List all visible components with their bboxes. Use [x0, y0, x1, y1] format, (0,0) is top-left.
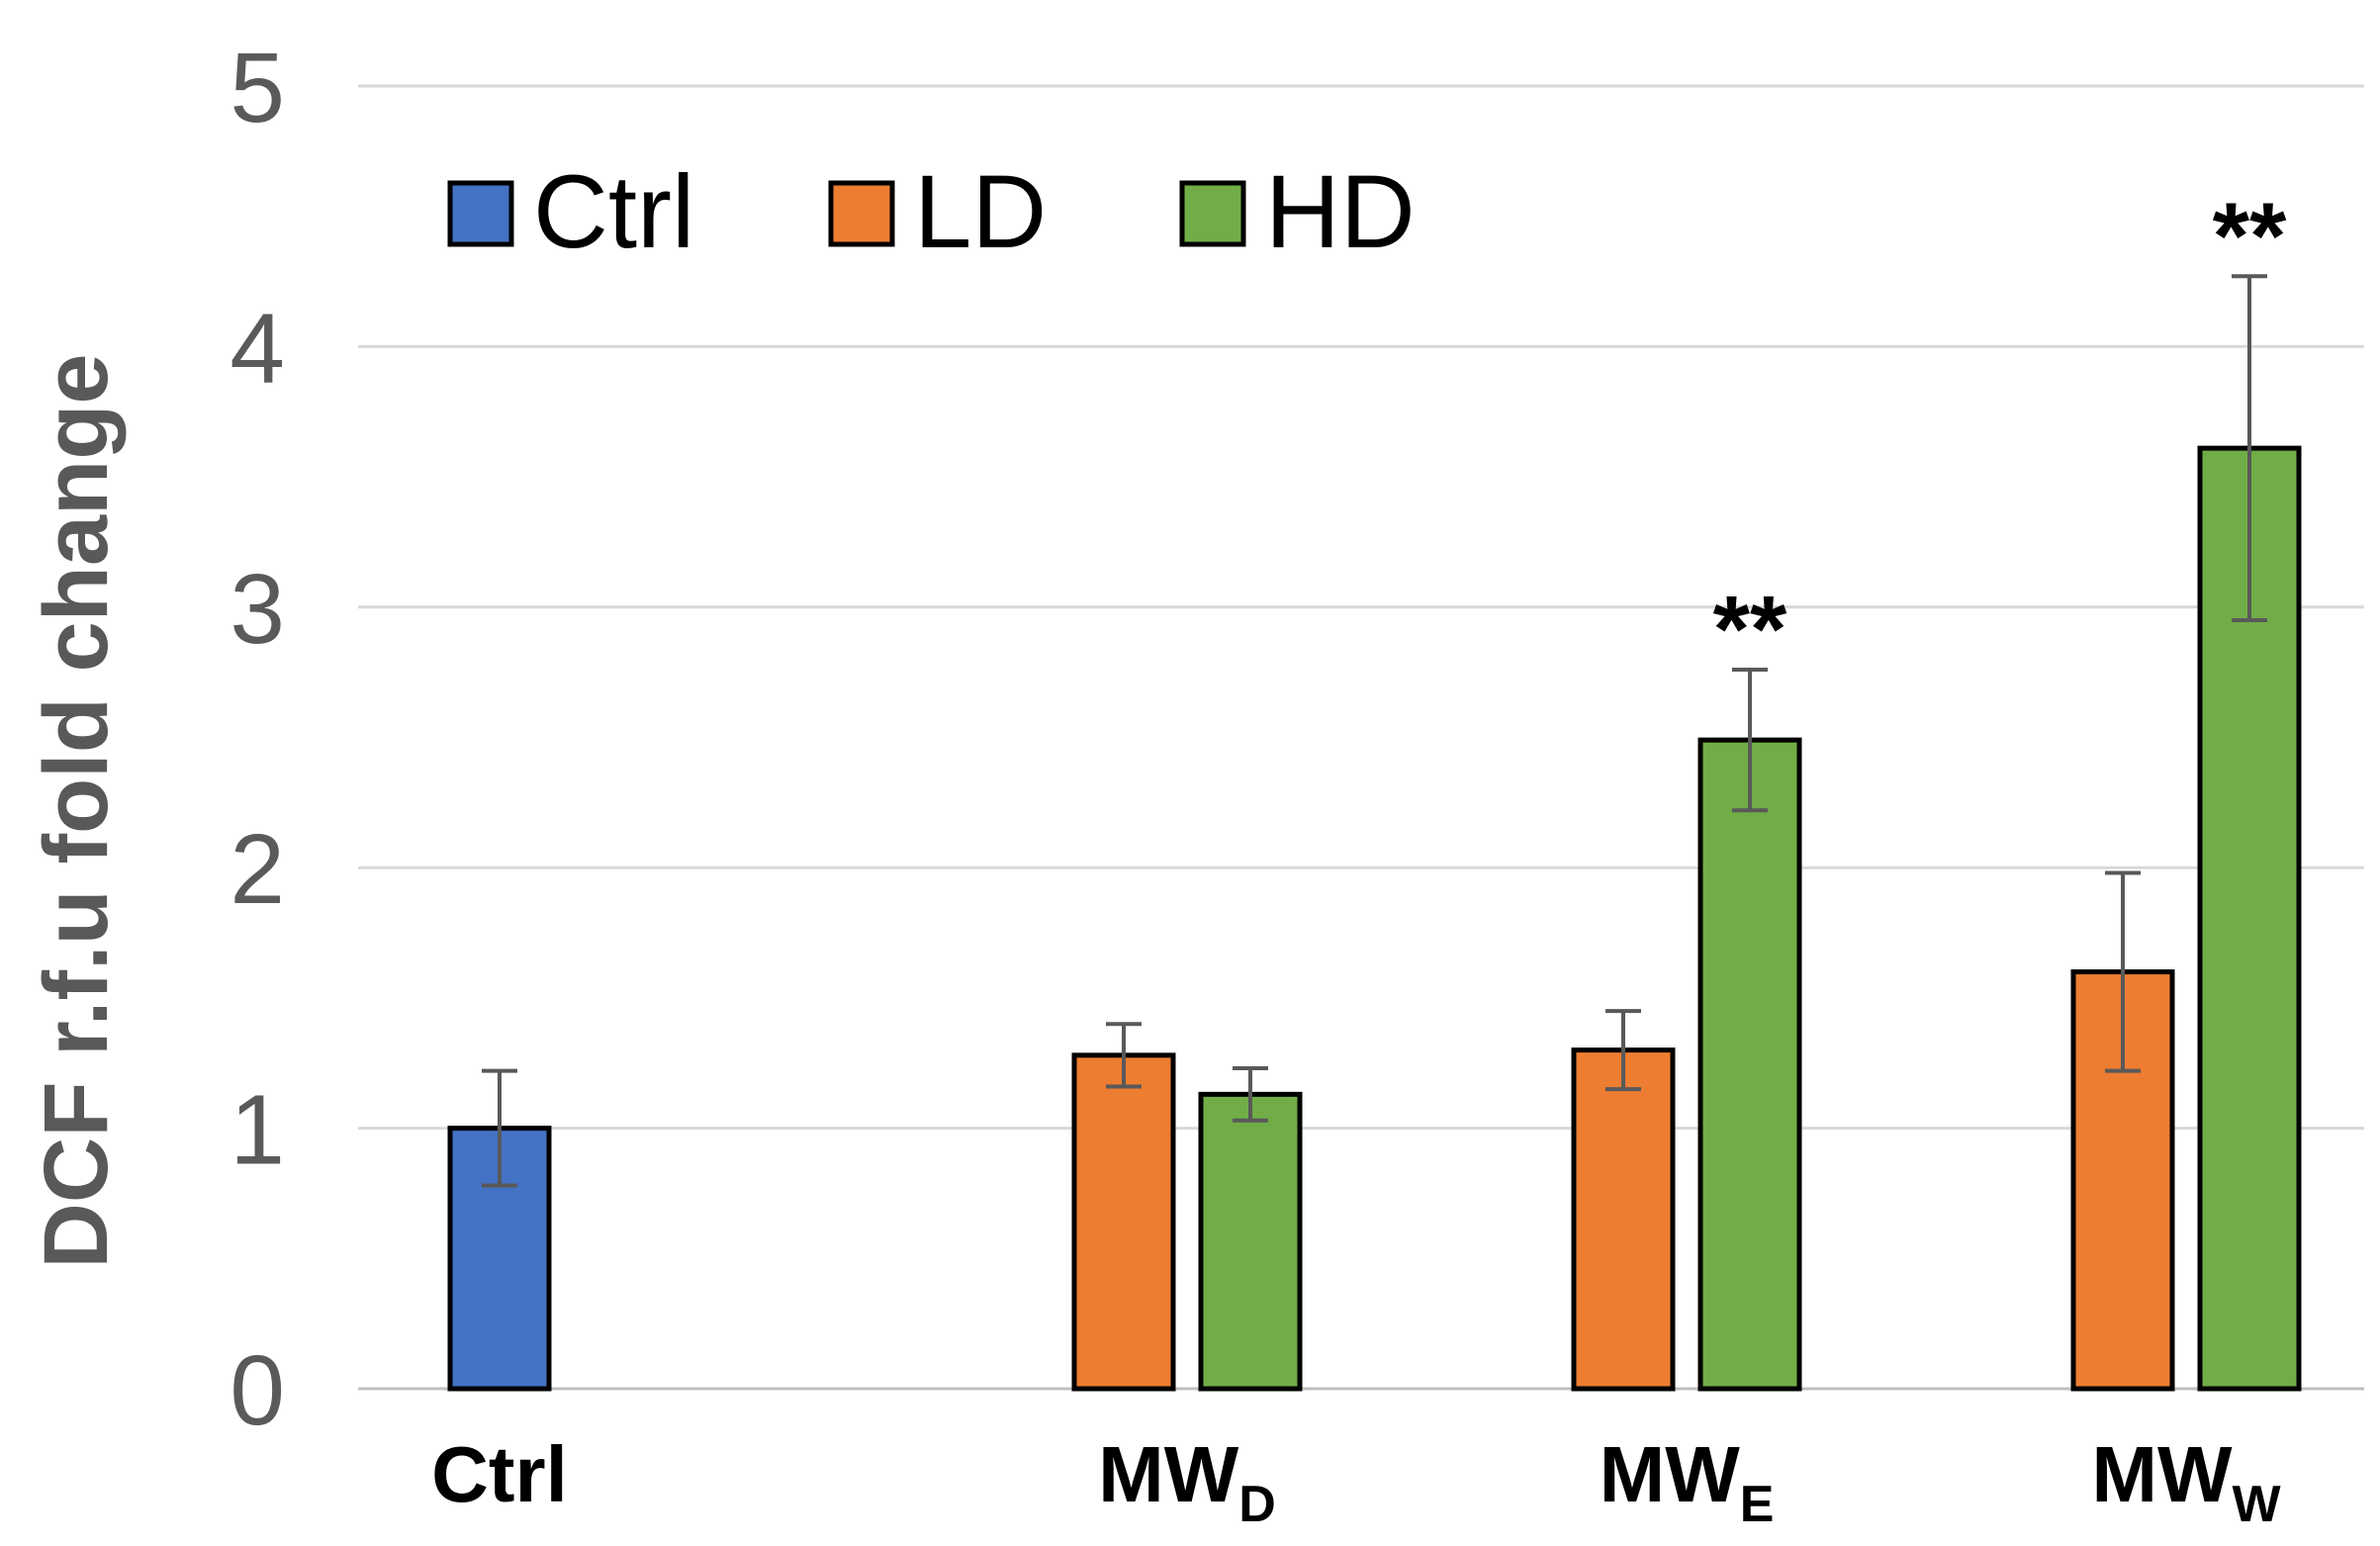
error-bar: [1732, 668, 1768, 813]
category-subscript: W: [2233, 1476, 2282, 1533]
legend-swatch: [828, 180, 895, 247]
y-tick-label: 1: [229, 1075, 285, 1186]
error-bar: [2105, 870, 2141, 1073]
y-axis-label: DCF r.f.u fold change: [26, 353, 127, 1268]
y-tick-label: 5: [229, 33, 285, 143]
error-bar: [1233, 1066, 1268, 1123]
significance-label: **: [2213, 183, 2287, 289]
y-tick-label: 4: [229, 293, 285, 404]
error-bar: [2232, 274, 2267, 622]
legend: Ctrl LD HD: [447, 154, 1416, 270]
category-main: Ctrl: [431, 1430, 568, 1518]
legend-label: HD: [1265, 154, 1416, 270]
x-axis-categories: Ctrl MWD MWE MWW: [431, 1430, 2281, 1533]
x-category-label: MWW: [2091, 1430, 2281, 1533]
x-category-label: MWE: [1600, 1430, 1775, 1533]
error-bar: [1106, 1022, 1142, 1089]
bar-hd-2: [1697, 737, 1802, 1392]
bar-ld-2: [1571, 1047, 1676, 1392]
error-bar: [482, 1068, 517, 1188]
legend-label: Ctrl: [533, 154, 694, 270]
legend-label: LD: [914, 154, 1047, 270]
error-bar: [1605, 1009, 1641, 1092]
legend-swatch: [1179, 180, 1246, 247]
significance-label: **: [1713, 577, 1787, 682]
category-subscript: E: [1740, 1476, 1775, 1533]
legend-item-ld: LD: [828, 154, 1047, 270]
category-main: MW: [1098, 1430, 1239, 1518]
y-tick-label: 0: [229, 1335, 285, 1446]
legend-swatch: [447, 180, 514, 247]
legend-item-hd: HD: [1179, 154, 1416, 270]
bar-hd-1: [1198, 1091, 1303, 1392]
x-category-label: MWD: [1098, 1430, 1276, 1533]
legend-item-ctrl: Ctrl: [447, 154, 694, 270]
y-axis: 0 1 2 3 4 5: [229, 33, 285, 1446]
y-tick-label: 2: [229, 814, 285, 925]
category-subscript: D: [1238, 1476, 1276, 1533]
y-tick-label: 3: [229, 554, 285, 665]
category-main: MW: [1600, 1430, 1741, 1518]
gridlines: [358, 84, 2364, 1391]
category-main: MW: [2091, 1430, 2233, 1518]
x-category-label: Ctrl: [431, 1430, 568, 1518]
bar-ld-1: [1071, 1052, 1176, 1392]
bars: ** **: [447, 183, 2302, 1392]
